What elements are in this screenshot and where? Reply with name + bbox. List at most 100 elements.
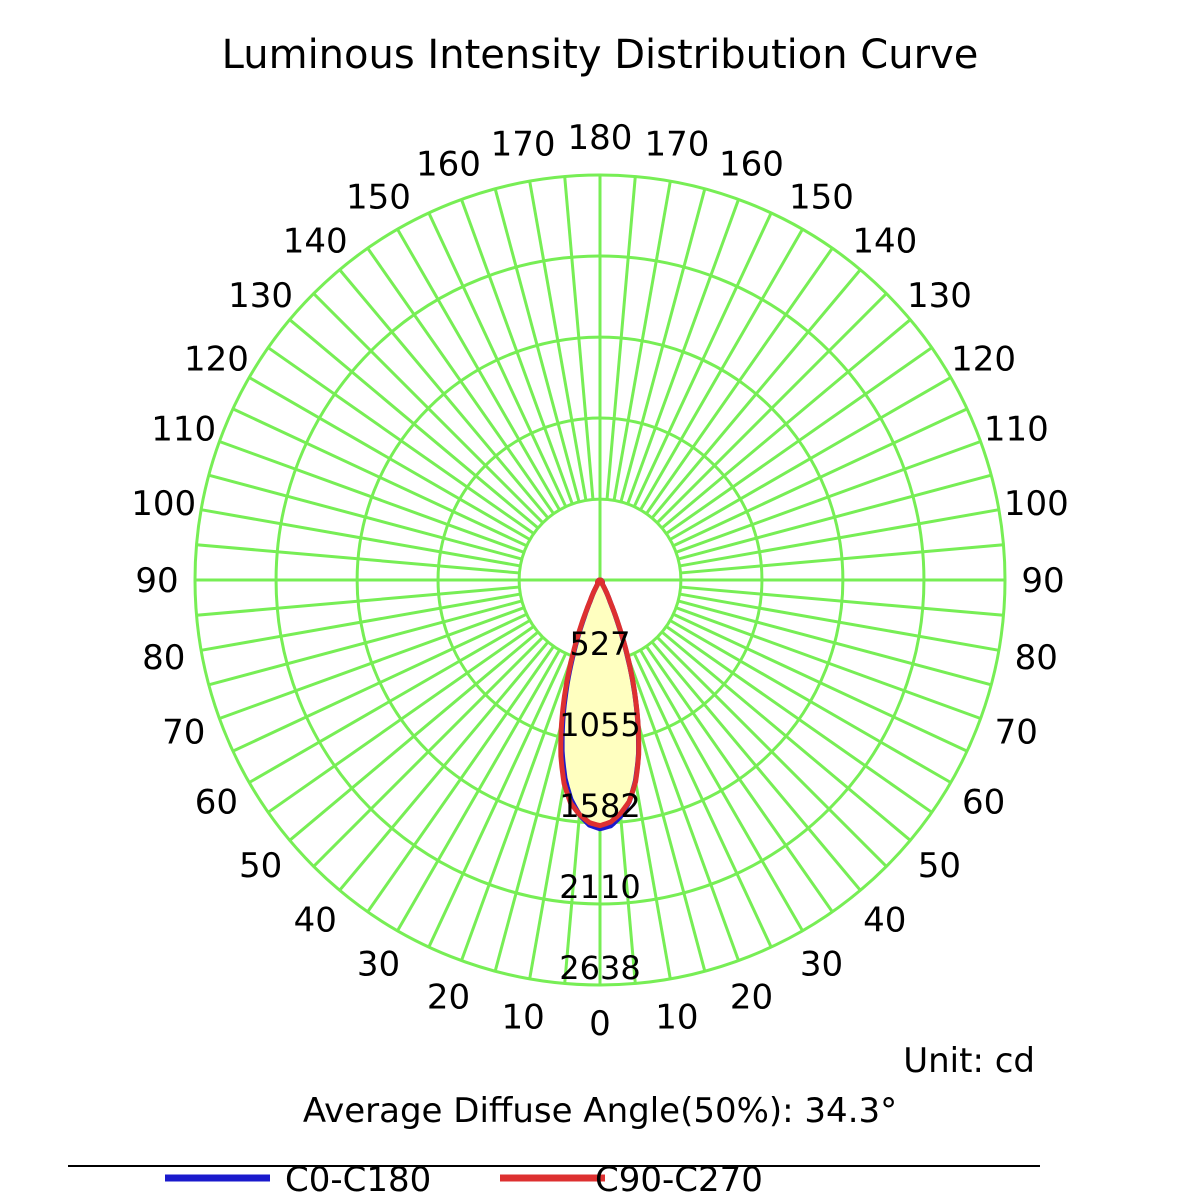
radial-tick-label-0: 527 — [569, 625, 630, 663]
grid-spoke-215 — [366, 247, 555, 515]
grid-spoke-195 — [493, 188, 581, 503]
grid-spoke-95 — [680, 543, 1004, 575]
angle-label-right-160: 160 — [719, 145, 784, 185]
grid-spoke-110 — [675, 440, 982, 554]
grid-spoke-185 — [563, 176, 595, 500]
radial-tick-label-1: 1055 — [559, 706, 640, 744]
radial-tick-label-2: 1582 — [559, 787, 640, 825]
angle-tick-labels: 0102030405060708090100110120130140150160… — [131, 118, 1069, 1044]
grid-spoke-155 — [632, 212, 773, 508]
grid-spoke-60 — [669, 619, 952, 784]
angle-label-left-160: 160 — [416, 145, 481, 185]
angle-label-right-20: 20 — [730, 977, 773, 1017]
angle-label-left-10: 10 — [501, 997, 544, 1037]
angle-label-left-90: 90 — [135, 561, 178, 601]
grid-spoke-50 — [661, 630, 912, 842]
angle-label-right-80: 80 — [1015, 638, 1058, 678]
grid-spoke-175 — [605, 176, 637, 500]
grid-spoke-105 — [677, 473, 992, 561]
grid-spoke-320 — [338, 641, 550, 892]
grid-spoke-135 — [656, 292, 888, 524]
grid-spoke-170 — [612, 180, 672, 501]
grid-spoke-70 — [675, 606, 982, 720]
angle-label-left-30: 30 — [357, 945, 400, 985]
grid-spoke-130 — [661, 318, 912, 530]
grid-spoke-150 — [639, 228, 804, 511]
angle-label-left-40: 40 — [294, 900, 337, 940]
angle-label-right-60: 60 — [962, 783, 1005, 823]
grid-spoke-100 — [679, 508, 1000, 568]
grid-spoke-25 — [632, 652, 773, 948]
grid-spoke-160 — [626, 198, 740, 505]
curve-fill-1 — [560, 580, 639, 826]
chart-title: Luminous Intensity Distribution Curve — [222, 32, 979, 78]
grid-spoke-340 — [460, 655, 574, 962]
angle-label-left-120: 120 — [184, 340, 249, 380]
grid-spoke-245 — [232, 407, 528, 548]
grid-spoke-65 — [672, 612, 968, 753]
angle-label-left-170: 170 — [491, 125, 556, 165]
grid-spoke-265 — [196, 543, 520, 575]
curve-line-c90-c270 — [558, 577, 642, 829]
angle-label-left-140: 140 — [283, 222, 348, 262]
curve-fills — [560, 580, 639, 829]
grid-spoke-255 — [208, 473, 523, 561]
angle-label-right-50: 50 — [918, 846, 961, 886]
angle-label-right-130: 130 — [907, 276, 972, 316]
angle-label-center-0: 0 — [589, 1004, 611, 1044]
grid-spoke-230 — [288, 318, 539, 530]
grid-spoke-35 — [645, 645, 834, 913]
grid-spoke-310 — [288, 630, 539, 842]
grid-spoke-290 — [218, 606, 525, 720]
legend-label-c0-c180: C0-C180 — [285, 1160, 431, 1200]
angle-label-left-100: 100 — [131, 484, 196, 524]
grid-spoke-300 — [248, 619, 531, 784]
angle-label-left-80: 80 — [142, 638, 185, 678]
grid-spoke-145 — [645, 247, 834, 515]
grid-spoke-20 — [626, 655, 740, 962]
angle-label-left-70: 70 — [162, 713, 205, 753]
grid-spoke-140 — [650, 268, 862, 519]
grid-spoke-325 — [366, 645, 555, 913]
angle-label-right-40: 40 — [863, 900, 906, 940]
angle-label-left-110: 110 — [151, 410, 216, 450]
curve-lines — [558, 577, 642, 832]
grid-spoke-45 — [656, 636, 888, 868]
angle-label-left-130: 130 — [228, 276, 293, 316]
grid-spoke-315 — [312, 636, 544, 868]
grid-spoke-120 — [669, 376, 952, 541]
angle-label-right-70: 70 — [995, 713, 1038, 753]
grid-spoke-260 — [200, 508, 521, 568]
angle-label-left-50: 50 — [239, 846, 282, 886]
grid-spoke-275 — [196, 585, 520, 617]
angle-label-right-140: 140 — [852, 222, 917, 262]
angle-label-right-110: 110 — [984, 410, 1049, 450]
grid-spoke-55 — [665, 625, 933, 814]
legend-label-c90-c270: C90-C270 — [595, 1160, 763, 1200]
grid-spoke-235 — [267, 346, 535, 535]
polar-grid — [193, 173, 1007, 987]
grid-spoke-190 — [528, 180, 588, 501]
angle-label-left-60: 60 — [195, 783, 238, 823]
grid-spoke-305 — [267, 625, 535, 814]
grid-spoke-125 — [665, 346, 933, 535]
angle-label-left-20: 20 — [427, 977, 470, 1017]
grid-spoke-210 — [396, 228, 561, 511]
grid-spoke-295 — [232, 612, 528, 753]
grid-spoke-240 — [248, 376, 531, 541]
grid-spoke-205 — [427, 212, 568, 508]
grid-spoke-250 — [218, 440, 525, 554]
grid-spoke-220 — [338, 268, 550, 519]
legend: C0-C180 C90-C270 — [68, 1160, 1040, 1200]
grid-spoke-200 — [460, 198, 574, 505]
grid-spoke-285 — [208, 599, 523, 687]
radial-tick-labels: 527 1055 1582 2110 2638 — [559, 625, 640, 987]
angle-label-right-10: 10 — [655, 997, 698, 1037]
grid-spoke-280 — [200, 592, 521, 652]
unit-label: Unit: cd — [903, 1041, 1035, 1081]
angle-label-center-180: 180 — [568, 118, 633, 158]
grid-spoke-30 — [639, 649, 804, 932]
angle-label-right-90: 90 — [1021, 561, 1064, 601]
radial-tick-label-3: 2110 — [559, 868, 640, 906]
